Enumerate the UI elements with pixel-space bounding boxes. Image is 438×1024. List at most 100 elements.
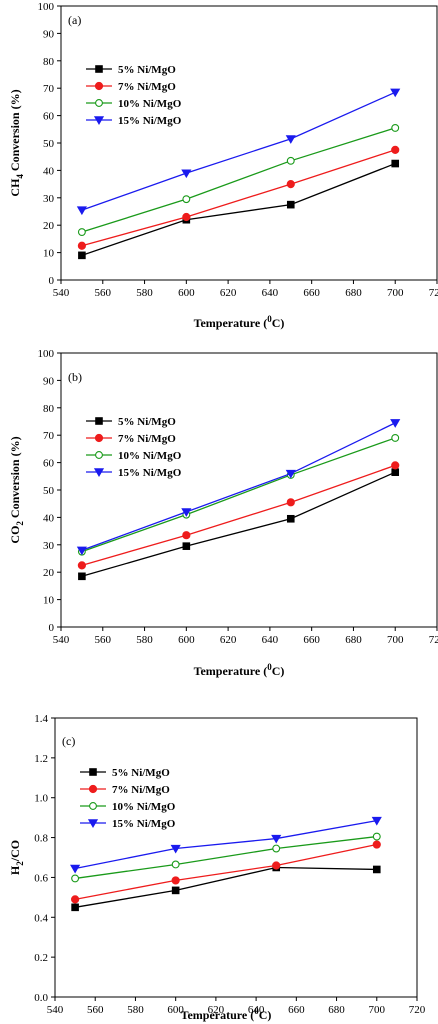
panel-a-x-tick-label: 720 [429, 287, 438, 299]
panel-a-y-tick-label: 100 [38, 1, 55, 13]
panel-a-series-2 [77, 145, 400, 250]
panel-c-series-2 [71, 840, 381, 904]
panel-a-data-point [77, 241, 86, 250]
panel-c-y-tick-label: 1.0 [34, 793, 48, 805]
panel-b-legend-label: 7% Ni/MgO [118, 433, 176, 445]
panel-a-x-tick-label: 560 [95, 287, 112, 299]
panel-c-legend-label: 5% Ni/MgO [112, 767, 170, 779]
panel-c-x-tick-label: 700 [369, 1004, 386, 1016]
panel-a-series-line [81, 127, 396, 233]
panel-c-data-point [71, 874, 80, 883]
panel-b-x-tick-label: 580 [136, 634, 153, 646]
panel-b-data-point [182, 542, 191, 550]
panel-b-x-tick-label: 680 [345, 634, 362, 646]
panel-c-series-line [74, 843, 377, 900]
panel-c-data-point [372, 840, 381, 849]
panel-b-y-tick-label: 30 [43, 540, 55, 552]
panel-b-y-axis-label: CO2 Conversion (%) [8, 436, 25, 543]
panel-b-y-tick-label: 80 [43, 403, 55, 415]
panel-b-x-axis-label: Temperature (0C) [194, 662, 285, 678]
panel-a-x-tick-label: 640 [262, 287, 279, 299]
panel-a-data-point [390, 88, 401, 98]
panel-a-data-point [181, 169, 192, 179]
panel-c-legend-marker [87, 819, 99, 828]
panel-a-label: (a) [68, 13, 81, 27]
panel-b-x-tick-label: 660 [303, 634, 320, 646]
panel-b-data-point [77, 561, 86, 570]
panel-b-plot-frame [60, 352, 438, 628]
panel-c-x-axis-label: Temperature (0C) [181, 1006, 272, 1022]
panel-a-data-point [391, 145, 400, 154]
panel-c-chart: 540 560 580 600 620 640 660 680 700 720 0.0 0.2 0.4 0… [8, 713, 426, 1022]
panel-c-x-tick-label: 600 [167, 1004, 184, 1016]
panel-a-legend-label: 7% Ni/MgO [118, 81, 176, 93]
panel-c-label: (c) [62, 734, 75, 748]
panel-a-data-point [286, 180, 295, 189]
panel-a-y-tick-label: 70 [43, 83, 55, 95]
panel-b-legend-label: 10% Ni/MgO [118, 450, 182, 462]
panel-b-series-1 [78, 468, 400, 581]
panel-a-legend-marker [95, 65, 103, 73]
panel-b-chart: 540 560 580 600 620 640 660 680 700 720 0 10 20 30 40 5… [8, 348, 438, 678]
panel-b-legend-marker [95, 417, 103, 425]
panel-a-data-point [391, 123, 400, 132]
panel-b-data-point [391, 461, 400, 470]
panel-a-y-tick-label: 50 [43, 138, 55, 150]
panel-c-data-point [271, 834, 282, 844]
panel-a-legend-marker [95, 99, 103, 107]
panel-b-series-line [81, 464, 396, 566]
panel-c-series-4 [70, 816, 382, 874]
panel-b-y-tick-label: 50 [43, 485, 55, 497]
panel-a-x-tick-label: 580 [136, 287, 153, 299]
panel-b-data-point [286, 514, 295, 523]
panel-a-y-tick-label: 60 [43, 111, 55, 123]
panel-a-data-point [391, 159, 400, 168]
panel-c-y-tick-label: 0.6 [34, 872, 48, 884]
panel-a-series-line [81, 162, 396, 256]
panel-b-y-tick-label: 100 [38, 348, 55, 360]
panel-c-data-point [171, 886, 180, 895]
panel-a-y-axis-label: CH4 Conversion (%) [8, 89, 25, 196]
panel-c-data-point [371, 816, 382, 826]
panel-a-legend-marker [94, 81, 104, 91]
panel-a-series-line [81, 91, 396, 211]
panel-c-series-1 [71, 863, 381, 912]
panel-a-data-point [285, 135, 296, 144]
panel-b-y-tick-label: 20 [43, 567, 55, 579]
panel-a-y-tick-label: 90 [43, 28, 55, 40]
panel-c-y-tick-label: 1.2 [34, 753, 48, 765]
panel-c-y-tick-label: 1.4 [34, 713, 48, 725]
panel-a-data-point [78, 251, 86, 260]
panel-a-data-point [286, 200, 295, 209]
panel-b-data-point [76, 546, 87, 556]
panel-b-legend-marker [93, 468, 105, 477]
panel-a-series-3 [77, 123, 400, 237]
panel-a-data-point [182, 195, 191, 204]
panel-b-x-tick-label: 560 [95, 634, 112, 646]
panel-c-data-point [372, 865, 381, 874]
panel-c-x-tick-label: 680 [328, 1004, 345, 1016]
panel-a-x-tick-label: 660 [303, 287, 320, 299]
panel-b-series-line [81, 437, 396, 553]
panel-c-legend: 5% Ni/MgO 7% Ni/MgO 10% Ni/MgO 15% Ni/MgO [80, 767, 176, 830]
panel-b-y-tick-label: 0 [49, 622, 55, 634]
panel-c-legend-label: 15% Ni/MgO [112, 818, 176, 830]
panel-b-x-tick-label: 540 [53, 634, 70, 646]
panel-b-x-tick-label: 720 [429, 634, 438, 646]
panel-b-series-2 [77, 461, 400, 570]
panel-b-data-point [285, 469, 296, 479]
panel-a-x-tick-label: 680 [345, 287, 362, 299]
panel-c-y-tick-label: 0.2 [34, 952, 48, 964]
panel-c-data-point [70, 864, 81, 874]
panel-a-series-4 [76, 88, 401, 216]
panel-b-y-tick-label: 90 [43, 375, 55, 387]
panel-a-x-axis-label: Temperature (0C) [194, 314, 285, 330]
panel-a-y-tick-label: 40 [43, 165, 55, 177]
panel-b-y-tick-label: 10 [43, 595, 55, 607]
panel-c-y-axis-label: H2/CO [8, 840, 25, 875]
panel-a-chart: 540 560 580 600 620 640 660 680 700 720 0 10 20 30 40 5… [8, 1, 438, 330]
panel-c-data-point [372, 832, 381, 841]
panel-c-x-tick-label: 720 [409, 1004, 426, 1016]
panel-a-x-tick-label: 600 [178, 287, 195, 299]
panel-c-x-tick-label: 660 [288, 1004, 305, 1016]
